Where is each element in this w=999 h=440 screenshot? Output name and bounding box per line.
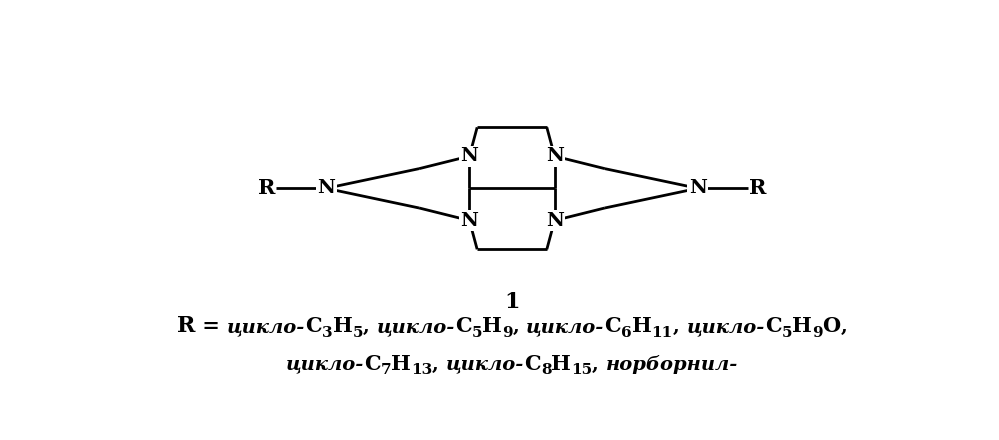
Text: C: C <box>604 316 621 336</box>
Text: 9: 9 <box>502 326 512 340</box>
Text: H: H <box>792 316 812 336</box>
Text: ,: , <box>433 356 446 374</box>
Text: цикло-: цикло- <box>526 318 604 336</box>
Text: =: = <box>195 316 227 336</box>
Text: 13: 13 <box>412 363 433 378</box>
Text: C: C <box>524 354 540 374</box>
Text: 7: 7 <box>381 363 392 378</box>
Text: 6: 6 <box>621 326 631 340</box>
Text: цикло-: цикло- <box>227 318 306 336</box>
Text: C: C <box>456 316 472 336</box>
Text: C: C <box>364 354 381 374</box>
Text: N: N <box>689 180 706 197</box>
Text: 1: 1 <box>504 291 519 313</box>
Text: ,: , <box>512 318 526 336</box>
Text: H: H <box>631 316 651 336</box>
Text: ,: , <box>592 356 606 374</box>
Text: N: N <box>545 147 563 165</box>
Text: ,: , <box>840 318 847 336</box>
Text: ,: , <box>673 318 686 336</box>
Text: N: N <box>545 212 563 230</box>
Text: 15: 15 <box>571 363 592 378</box>
Text: 9: 9 <box>812 326 822 340</box>
Text: 8: 8 <box>540 363 551 378</box>
Text: C: C <box>765 316 781 336</box>
Text: ,: , <box>364 318 377 336</box>
Text: N: N <box>318 180 335 197</box>
Text: 5: 5 <box>353 326 364 340</box>
Text: цикло-: цикло- <box>286 356 364 374</box>
Text: R: R <box>748 178 766 198</box>
Text: цикло-: цикло- <box>446 356 524 374</box>
Text: C: C <box>306 316 322 336</box>
Text: 5: 5 <box>472 326 483 340</box>
Text: цикло-: цикло- <box>377 318 456 336</box>
Text: N: N <box>461 212 479 230</box>
Text: R: R <box>258 178 276 198</box>
Text: R: R <box>177 315 195 337</box>
Text: H: H <box>392 354 412 374</box>
Text: цикло-: цикло- <box>686 318 765 336</box>
Text: 5: 5 <box>781 326 792 340</box>
Text: H: H <box>333 316 353 336</box>
Text: H: H <box>551 354 571 374</box>
Text: норборнил-: норборнил- <box>606 355 738 374</box>
Text: 11: 11 <box>651 326 673 340</box>
Text: H: H <box>483 316 502 336</box>
Text: N: N <box>461 147 479 165</box>
Text: 3: 3 <box>322 326 333 340</box>
Text: O: O <box>822 316 840 336</box>
